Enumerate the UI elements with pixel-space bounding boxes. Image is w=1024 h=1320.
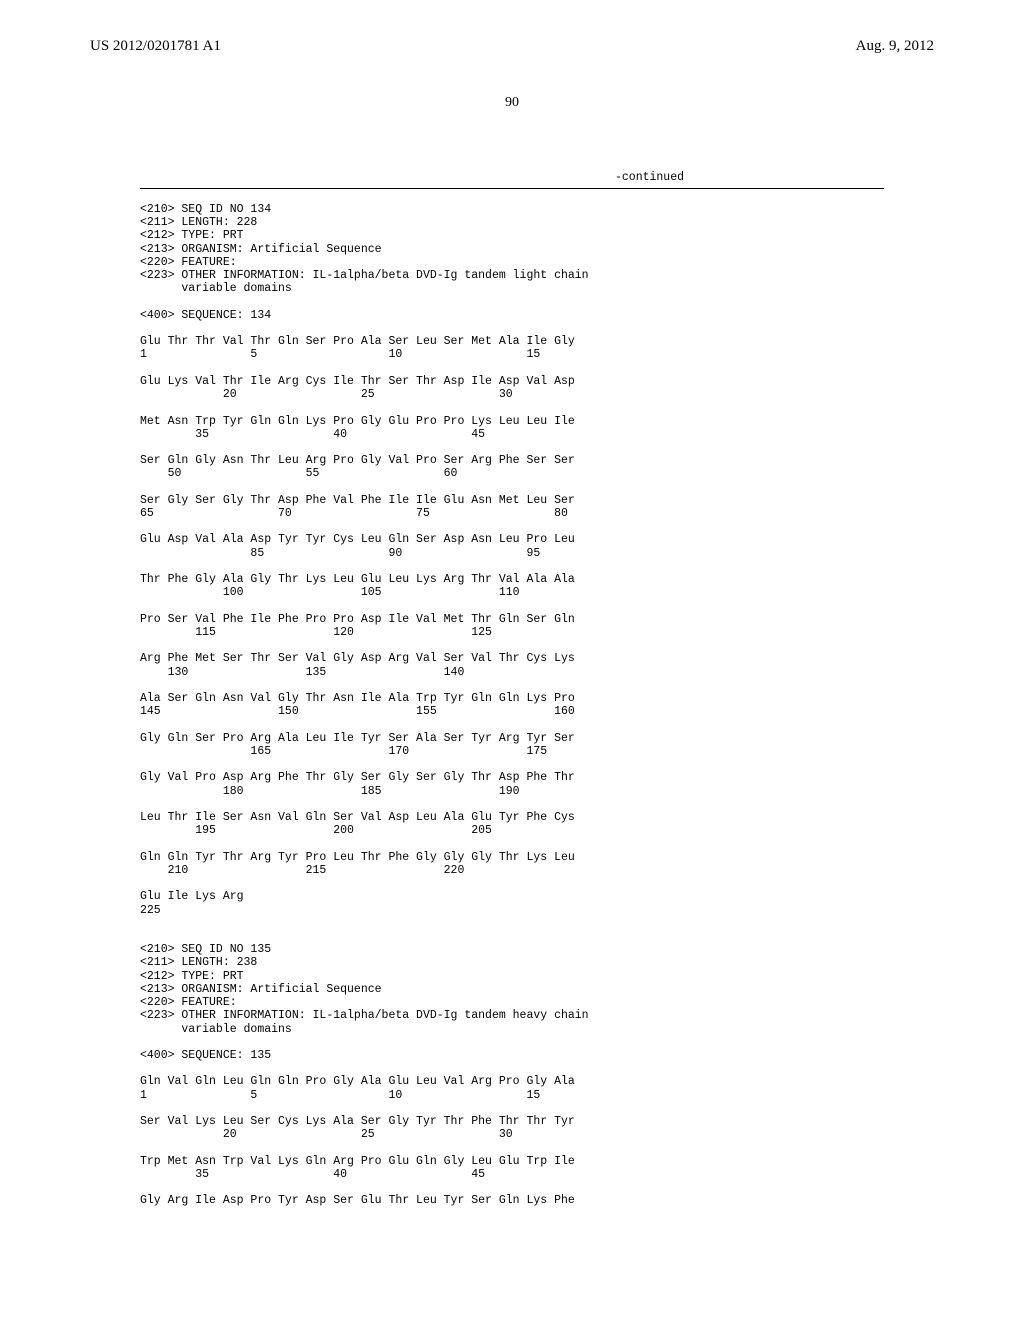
publication-number: US 2012/0201781 A1 xyxy=(90,38,221,55)
page-header: US 2012/0201781 A1 Aug. 9, 2012 xyxy=(90,38,934,55)
publication-date: Aug. 9, 2012 xyxy=(856,38,934,55)
top-rule xyxy=(140,188,884,189)
sequence-listing: <210> SEQ ID NO 134 <211> LENGTH: 228 <2… xyxy=(140,203,934,1234)
page-root: US 2012/0201781 A1 Aug. 9, 2012 90 -cont… xyxy=(0,0,1024,1320)
page-number: 90 xyxy=(90,95,934,111)
continued-label: -continued xyxy=(90,171,934,184)
